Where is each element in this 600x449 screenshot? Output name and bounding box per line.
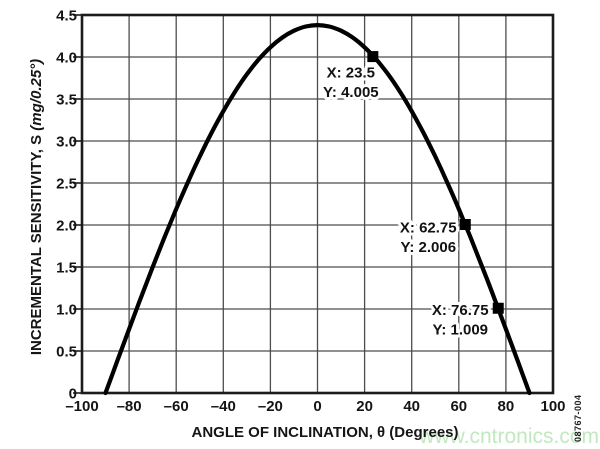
data-point-label: X: 76.75: [432, 302, 489, 319]
x-tick-label: 0: [313, 398, 321, 415]
y-tick-label: 1.5: [56, 260, 77, 277]
x-tick-label: 40: [403, 398, 420, 415]
x-tick-label: –40: [211, 398, 236, 415]
x-axis-title: ANGLE OF INCLINATION, θ (Degrees): [191, 424, 458, 441]
data-point-marker: [492, 302, 504, 314]
x-tick-label: 20: [356, 398, 373, 415]
figure-code: 08767-004: [573, 394, 583, 442]
y-tick-label: 2.0: [56, 218, 77, 235]
x-tick-label: 60: [450, 398, 467, 415]
x-tick-label: –100: [65, 398, 98, 415]
data-point-marker: [367, 51, 379, 63]
data-point-label: Y: 4.005: [323, 84, 379, 101]
chart-plot-area: –100 –80 –60 –40 –20 0 20 40 60 80 100 0 0.5 1.0 1.5 2.…: [56, 8, 565, 416]
y-tick-label: 0: [69, 386, 77, 403]
y-tick-label: 2.5: [56, 176, 77, 193]
x-tick-label: –60: [164, 398, 189, 415]
y-tick-label: 0.5: [56, 344, 77, 361]
y-axis-title-main: INCREMENTAL SENSITIVITY, S: [28, 131, 45, 355]
y-tick-label: 1.0: [56, 302, 77, 319]
y-tick-label: 3.5: [56, 92, 77, 109]
x-tick-label: –20: [258, 398, 283, 415]
sensitivity-curve: [103, 23, 532, 396]
data-point-marker: [459, 218, 471, 230]
data-point-label: X: 23.5: [327, 65, 375, 82]
data-point-label: Y: 2.006: [400, 239, 456, 256]
watermark: www.cntronics.com: [418, 425, 599, 448]
y-axis-title-unit: (mg/0.25°): [28, 59, 45, 131]
y-axis-title: INCREMENTAL SENSITIVITY, S (mg/0.25°): [28, 59, 45, 355]
y-tick-label: 4.5: [56, 8, 77, 25]
y-tick-label: 4.0: [56, 50, 77, 67]
x-tick-label: 100: [540, 398, 565, 415]
x-tick-label: 80: [498, 398, 515, 415]
x-tick-label: –80: [117, 398, 142, 415]
data-point-label: X: 62.75: [400, 219, 457, 236]
y-tick-label: 3.0: [56, 134, 77, 151]
data-point-label: Y: 1.009: [432, 322, 488, 339]
plot-frame: [80, 13, 555, 395]
